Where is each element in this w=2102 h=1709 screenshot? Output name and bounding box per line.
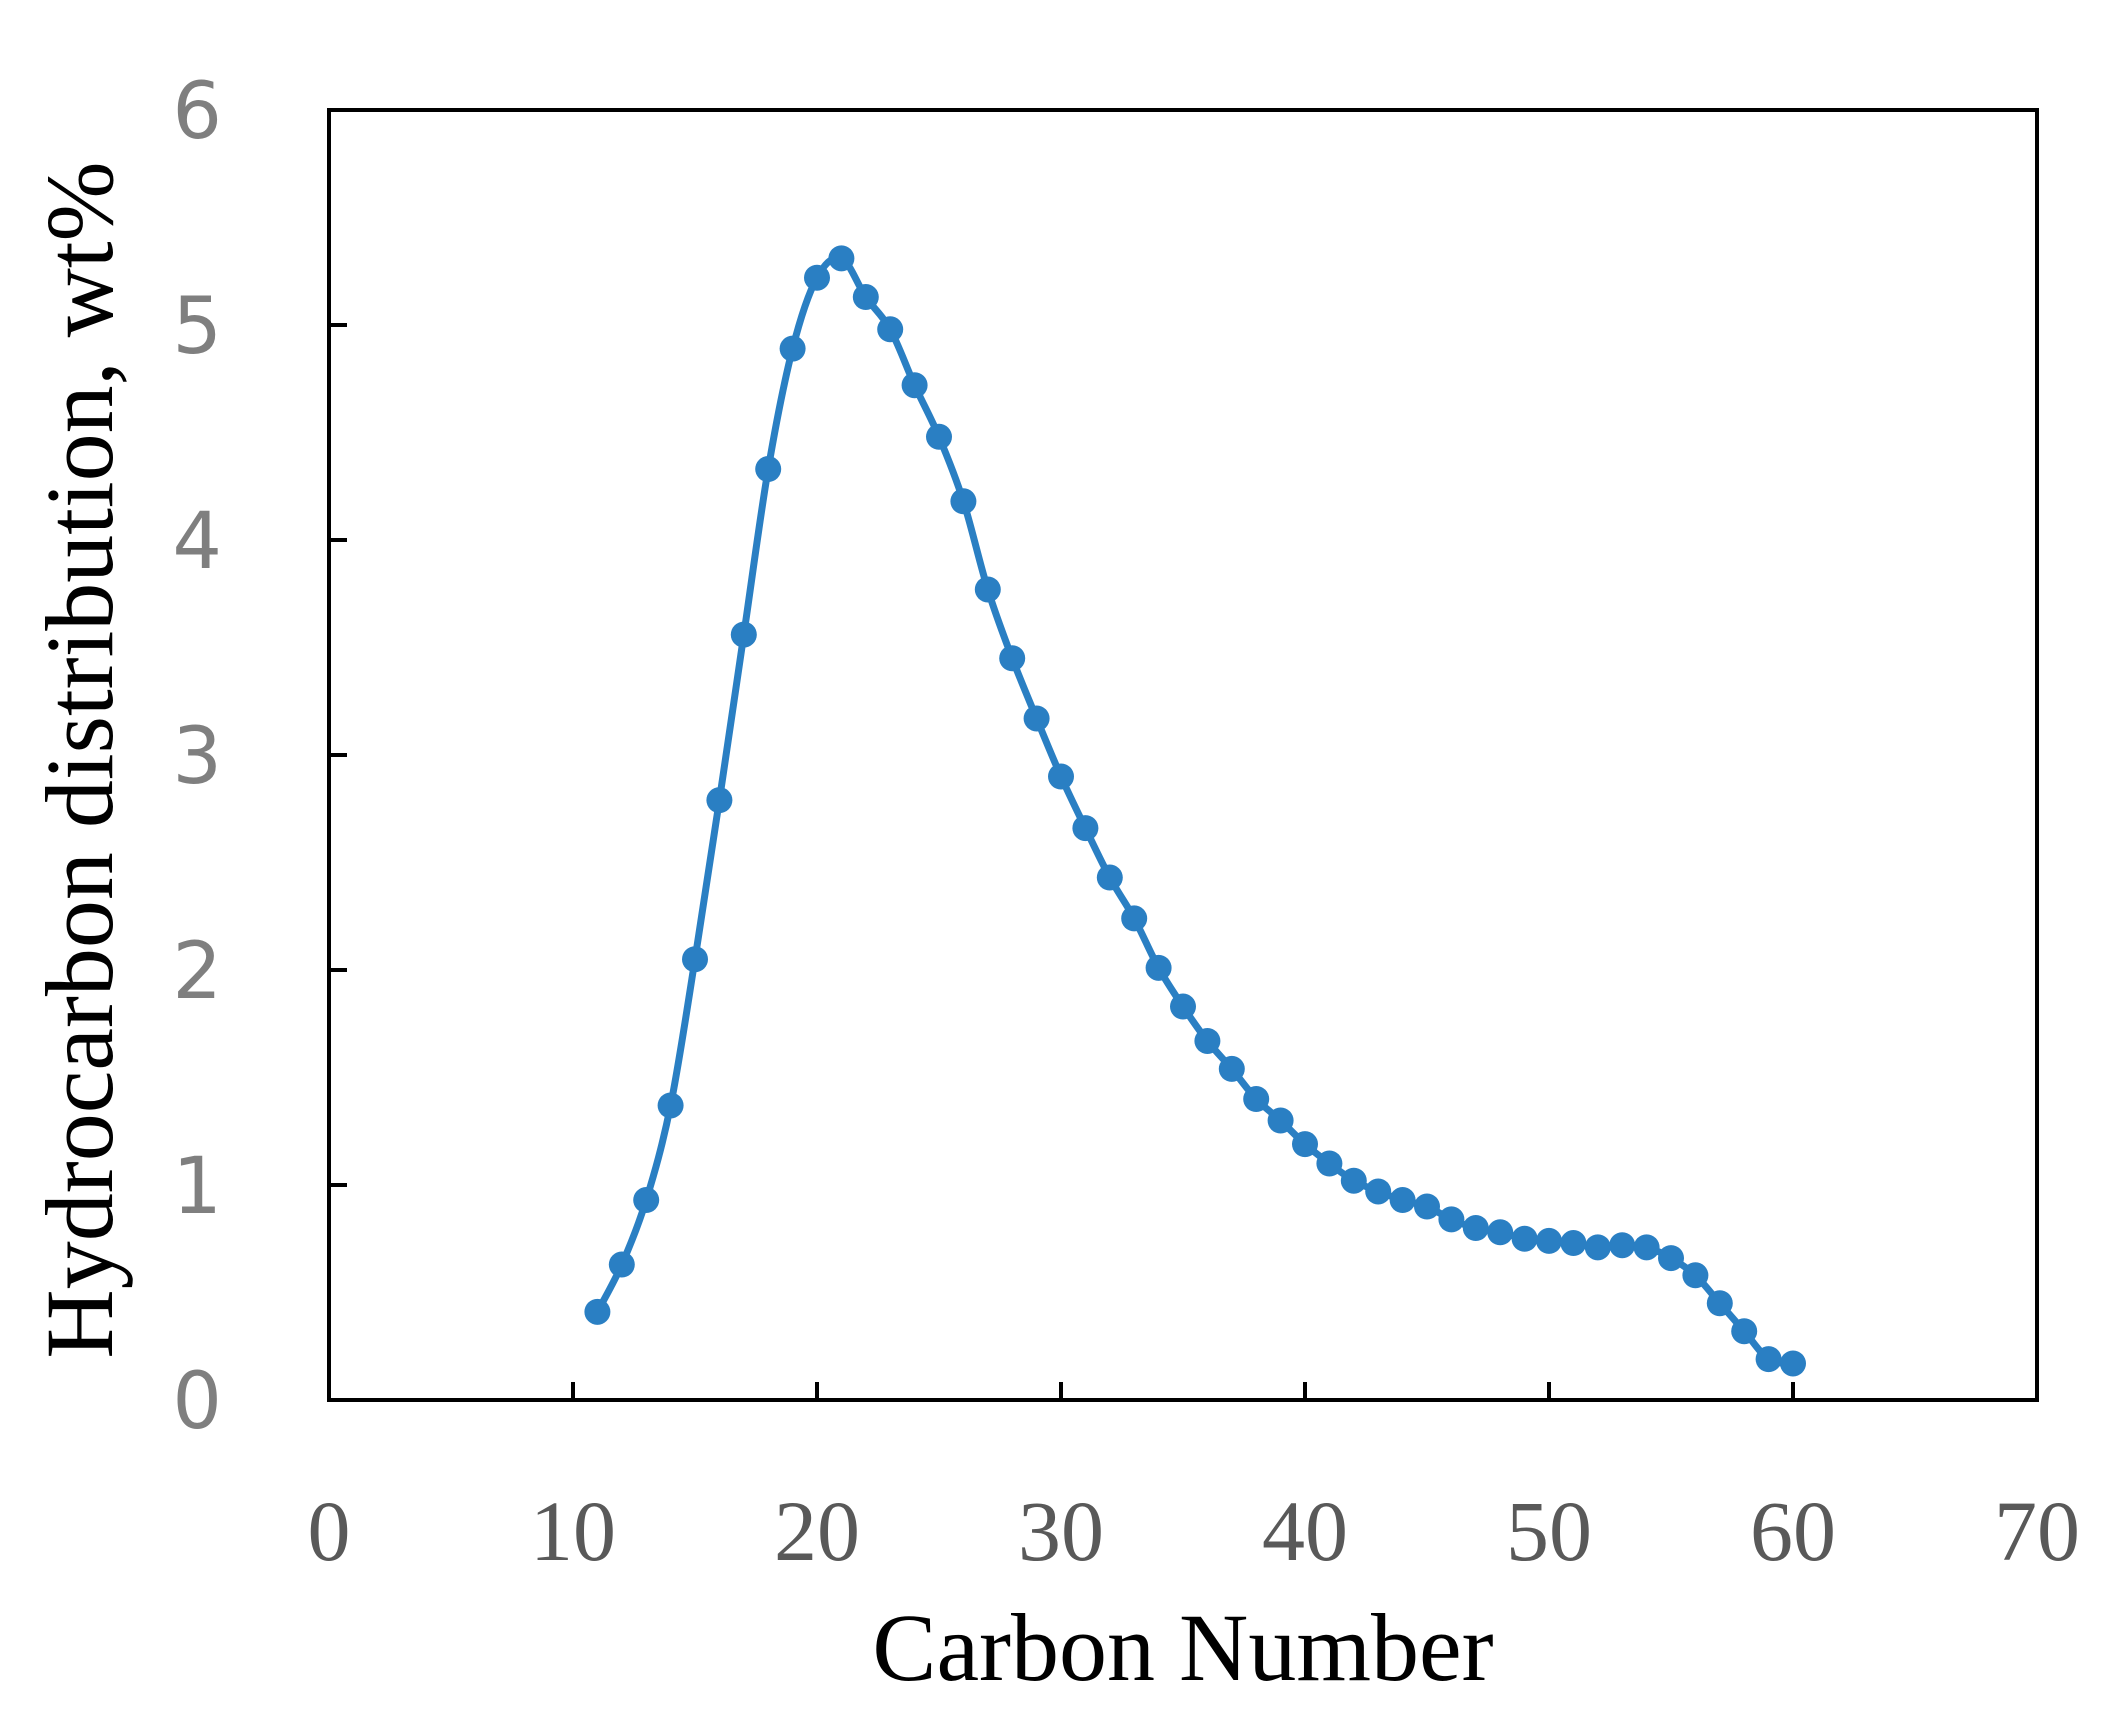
data-point [1340,1167,1367,1194]
data-point [1755,1346,1782,1373]
data-point [1170,993,1196,1020]
series-line [593,254,1797,1367]
y-tick-label: 0 [172,1357,222,1447]
data-point [901,372,928,399]
data-point [682,946,708,973]
x-tick-label: 10 [530,1483,616,1579]
x-tick-label: 30 [1018,1483,1104,1579]
data-point [1267,1107,1294,1134]
data-point [1682,1262,1709,1289]
x-tick-label: 40 [1262,1483,1348,1579]
data-point [730,621,757,648]
data-point [950,488,977,515]
x-tick-label: 50 [1506,1483,1592,1579]
data-point [1487,1219,1514,1246]
data-point [1292,1131,1318,1158]
data-point [779,335,806,362]
data-point [755,456,782,483]
x-tick-label: 60 [1750,1483,1836,1579]
data-point [657,1092,684,1119]
y-tick-label: 5 [172,282,222,372]
data-point [999,645,1026,672]
y-tick-label: 4 [172,497,222,587]
data-point [1633,1234,1660,1261]
data-point [1389,1187,1416,1214]
y-tick-label: 2 [172,927,222,1017]
data-point [1096,864,1123,891]
y-tick-label: 3 [172,712,222,802]
data-point [828,245,855,272]
series-points [584,245,1806,1377]
data-point [926,423,952,450]
y-tick-label: 6 [172,67,222,157]
data-point [974,576,1001,603]
data-point [1609,1232,1636,1259]
data-point [1072,815,1099,842]
data-point [1023,705,1050,732]
x-tick-label: 0 [308,1483,351,1579]
data-point [1438,1206,1465,1233]
data-point [877,316,904,343]
data-point [1121,905,1148,932]
data-point [1048,763,1074,790]
y-tick-label: 1 [172,1142,222,1232]
data-point [1780,1350,1806,1377]
data-point [1731,1318,1758,1345]
data-point [608,1251,635,1278]
data-point [1584,1234,1611,1261]
data-point [1462,1215,1489,1241]
data-point [1414,1193,1440,1220]
data-point [706,787,733,814]
data-point [1243,1086,1270,1112]
data-point [1706,1290,1733,1317]
x-tick-label: 70 [1994,1483,2080,1579]
data-point [804,264,830,291]
data-point [584,1298,611,1325]
data-point [1658,1245,1684,1272]
x-axis-label: Carbon Number [872,1594,1493,1701]
y-axis-label: Hydrocarbon distribution, wt% [26,161,133,1358]
data-point [1511,1225,1538,1252]
plot-frame [327,108,2039,1402]
x-axis-ticks: 0 10 20 30 40 50 60 70 [308,1382,2080,1579]
data-point [852,284,879,311]
data-point [633,1187,660,1214]
data-point [1536,1227,1562,1254]
data-point [1316,1150,1343,1177]
data-point [1560,1230,1587,1257]
data-point [1218,1055,1245,1082]
data-point [1145,954,1172,981]
y-axis-ticks: 0 1 2 3 4 5 6 [172,67,347,1447]
data-point [1365,1178,1392,1205]
x-tick-label: 20 [774,1483,860,1579]
data-point [1194,1027,1221,1054]
